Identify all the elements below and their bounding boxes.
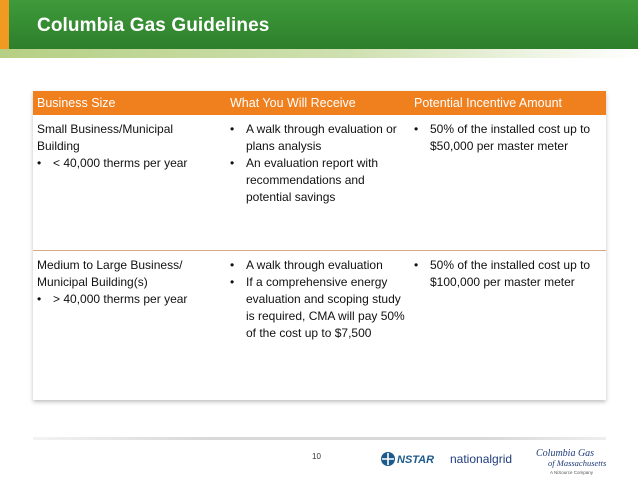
nationalgrid-logo-text: nationalgrid [450, 452, 512, 466]
footer-divider [33, 437, 606, 440]
footer-logos: NSTAR nationalgrid Columbia Gas of Massa… [381, 448, 607, 475]
list-item: • < 40,000 therms per year [37, 156, 188, 170]
receive-item: A walk through evaluation [246, 258, 383, 272]
columbia-gas-logo-icon: Columbia Gas of Massachusetts A NiSource… [536, 448, 607, 475]
title-bar-gradient [0, 49, 638, 58]
list-item: • A walk through evaluation [230, 258, 383, 272]
list-item: • If a comprehensive energy evaluation an… [230, 275, 405, 340]
list-item: • 50% of the installed cost up to $100,00… [414, 257, 602, 291]
business-size-cell: Medium to Large Business/ Municipal Buil… [33, 251, 226, 402]
list-item: • > 40,000 therms per year [37, 292, 188, 306]
title-bar: Columbia Gas Guidelines [0, 0, 638, 49]
page-number: 10 [312, 452, 321, 461]
receive-item: A walk through evaluation or plans analy… [246, 122, 397, 153]
column-header-business-size: Business Size [33, 91, 226, 115]
column-header-what-you-receive: What You Will Receive [226, 91, 410, 115]
nstar-logo-icon: NSTAR [381, 452, 434, 466]
list-item: • 50% of the installed cost up to $50,000… [414, 121, 602, 155]
therms-threshold: > 40,000 therms per year [53, 292, 188, 306]
incentive-item: 50% of the installed cost up to $50,000 … [430, 122, 591, 153]
guidelines-table: Business Size What You Will Receive Pote… [33, 91, 606, 400]
therms-threshold: < 40,000 therms per year [53, 156, 188, 170]
receive-item: If a comprehensive energy evaluation and… [246, 275, 405, 340]
receive-item: An evaluation report with recommendation… [246, 156, 379, 204]
business-size-line: Medium to Large Business/ [37, 258, 183, 272]
incentive-item: 50% of the installed cost up to $100,000… [430, 258, 591, 289]
list-item: • A walk through evaluation or plans anal… [230, 121, 406, 155]
incentive-cell: • 50% of the installed cost up to $100,00… [410, 251, 606, 402]
table-header-row: Business Size What You Will Receive Pote… [33, 91, 606, 115]
business-size-line: Building [37, 139, 80, 153]
columbia-gas-logo-subtext: of Massachusetts [548, 458, 607, 468]
table-row: Medium to Large Business/ Municipal Buil… [33, 251, 606, 402]
accent-stripe [0, 0, 9, 49]
nstar-logo-text: NSTAR [397, 454, 434, 466]
page-title: Columbia Gas Guidelines [37, 15, 270, 36]
receive-cell: • A walk through evaluation or plans anal… [226, 115, 410, 251]
column-header-incentive-amount: Potential Incentive Amount [410, 91, 606, 115]
business-size-cell: Small Business/Municipal Building • < 40,… [33, 115, 226, 251]
business-size-line: Municipal Building(s) [37, 275, 148, 289]
incentive-cell: • 50% of the installed cost up to $50,000… [410, 115, 606, 251]
receive-cell: • A walk through evaluation • If a compreh… [226, 251, 410, 402]
list-item: • An evaluation report with recommendatio… [230, 155, 406, 206]
columbia-gas-logo-tagline: A NiSource Company [550, 470, 594, 475]
business-size-line: Small Business/Municipal [37, 122, 174, 136]
nationalgrid-logo-icon: nationalgrid [450, 452, 512, 466]
table-row: Small Business/Municipal Building • < 40,… [33, 115, 606, 251]
columbia-gas-logo-text: Columbia Gas [536, 448, 594, 459]
